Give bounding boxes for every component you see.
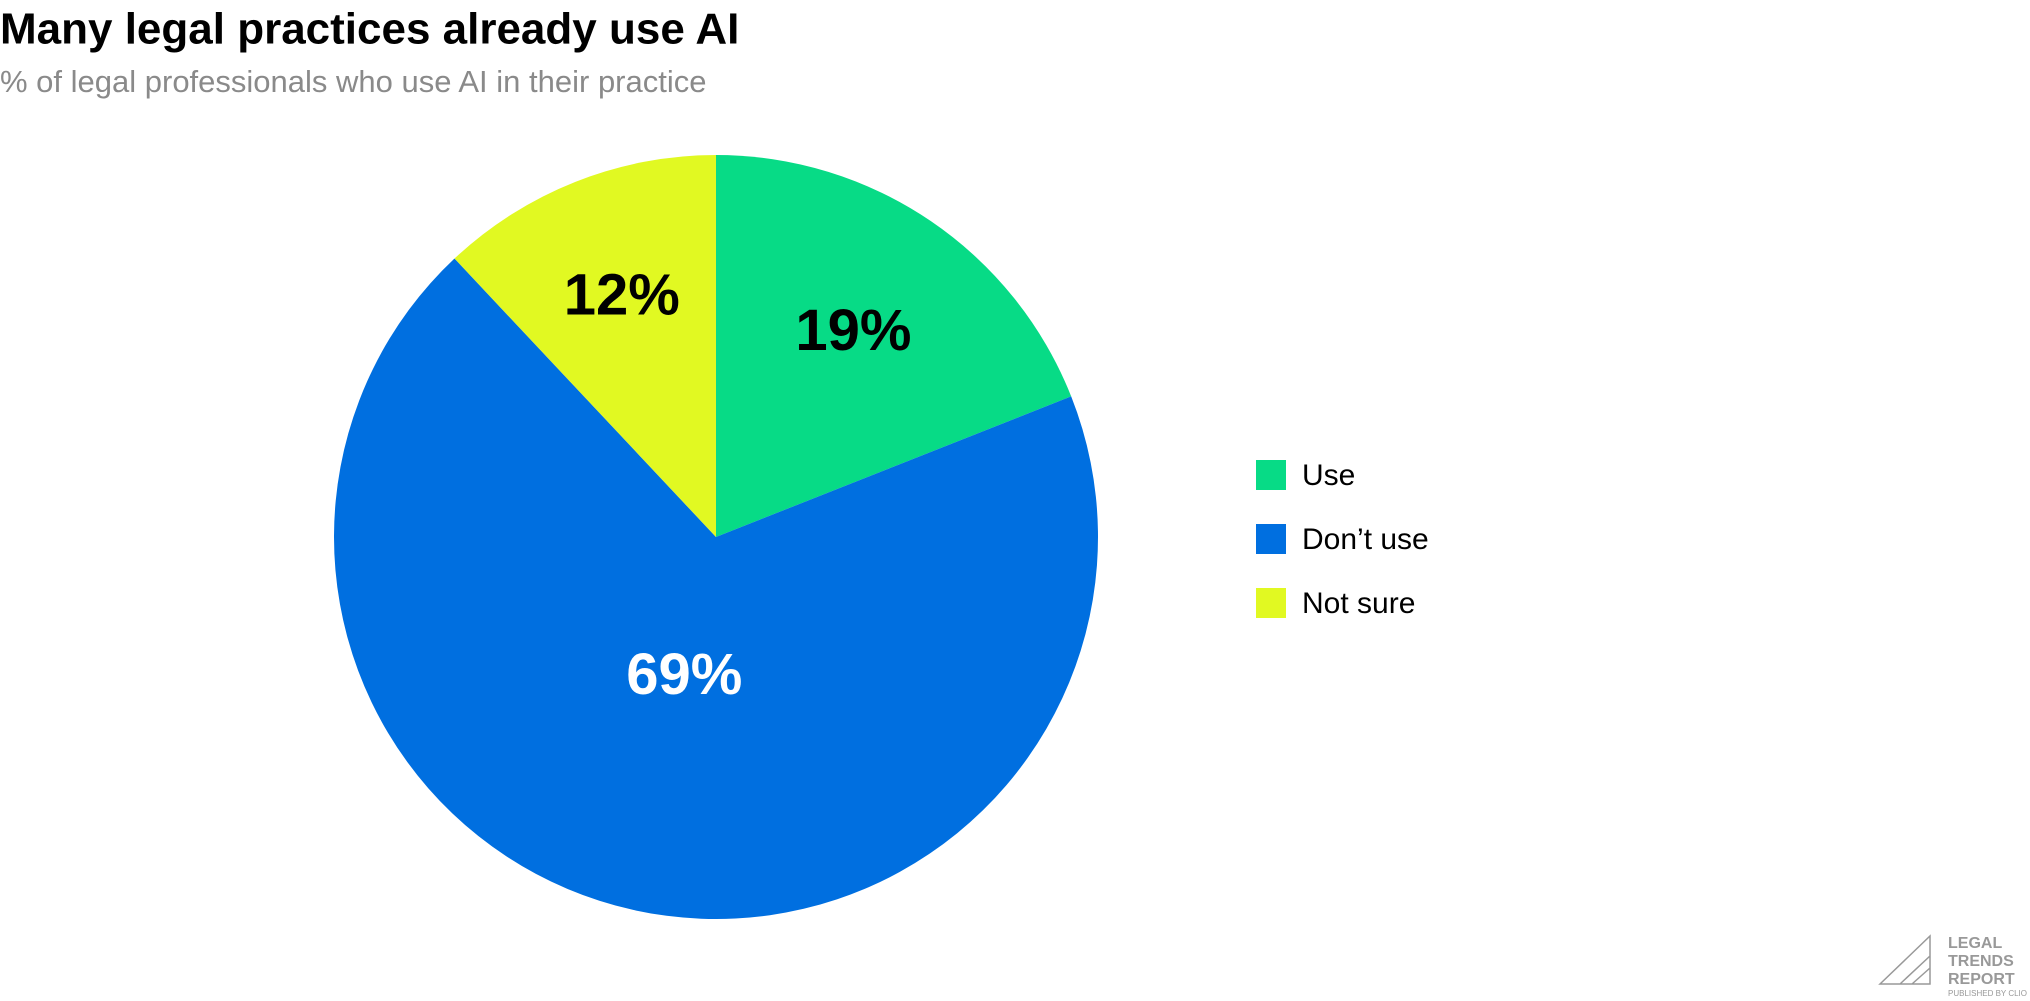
data-label: 19% — [795, 298, 911, 363]
legend-label: Use — [1302, 459, 1355, 492]
legend-swatch — [1256, 460, 1286, 490]
chart-title: Many legal practices already use AI — [0, 5, 739, 54]
chart-subtitle: % of legal professionals who use AI in t… — [0, 64, 707, 99]
pie-slice — [716, 155, 1072, 537]
legend-swatch — [1256, 524, 1286, 554]
legend-label: Not sure — [1302, 587, 1415, 620]
data-label: 12% — [564, 262, 680, 327]
logo — [1878, 934, 1931, 985]
pie-slice — [454, 155, 716, 537]
logo-text: LEGAL — [1948, 935, 2002, 952]
legend-swatch — [1256, 588, 1286, 618]
logo-text: TRENDS — [1948, 953, 2014, 970]
pie-slice — [333, 258, 1098, 920]
legend-label: Don’t use — [1302, 523, 1429, 556]
logo-tagline: PUBLISHED BY CLIO — [1948, 989, 2027, 998]
data-label: 69% — [626, 642, 742, 707]
logo-mark — [1878, 934, 1931, 985]
logo-text: REPORT — [1948, 971, 2015, 988]
